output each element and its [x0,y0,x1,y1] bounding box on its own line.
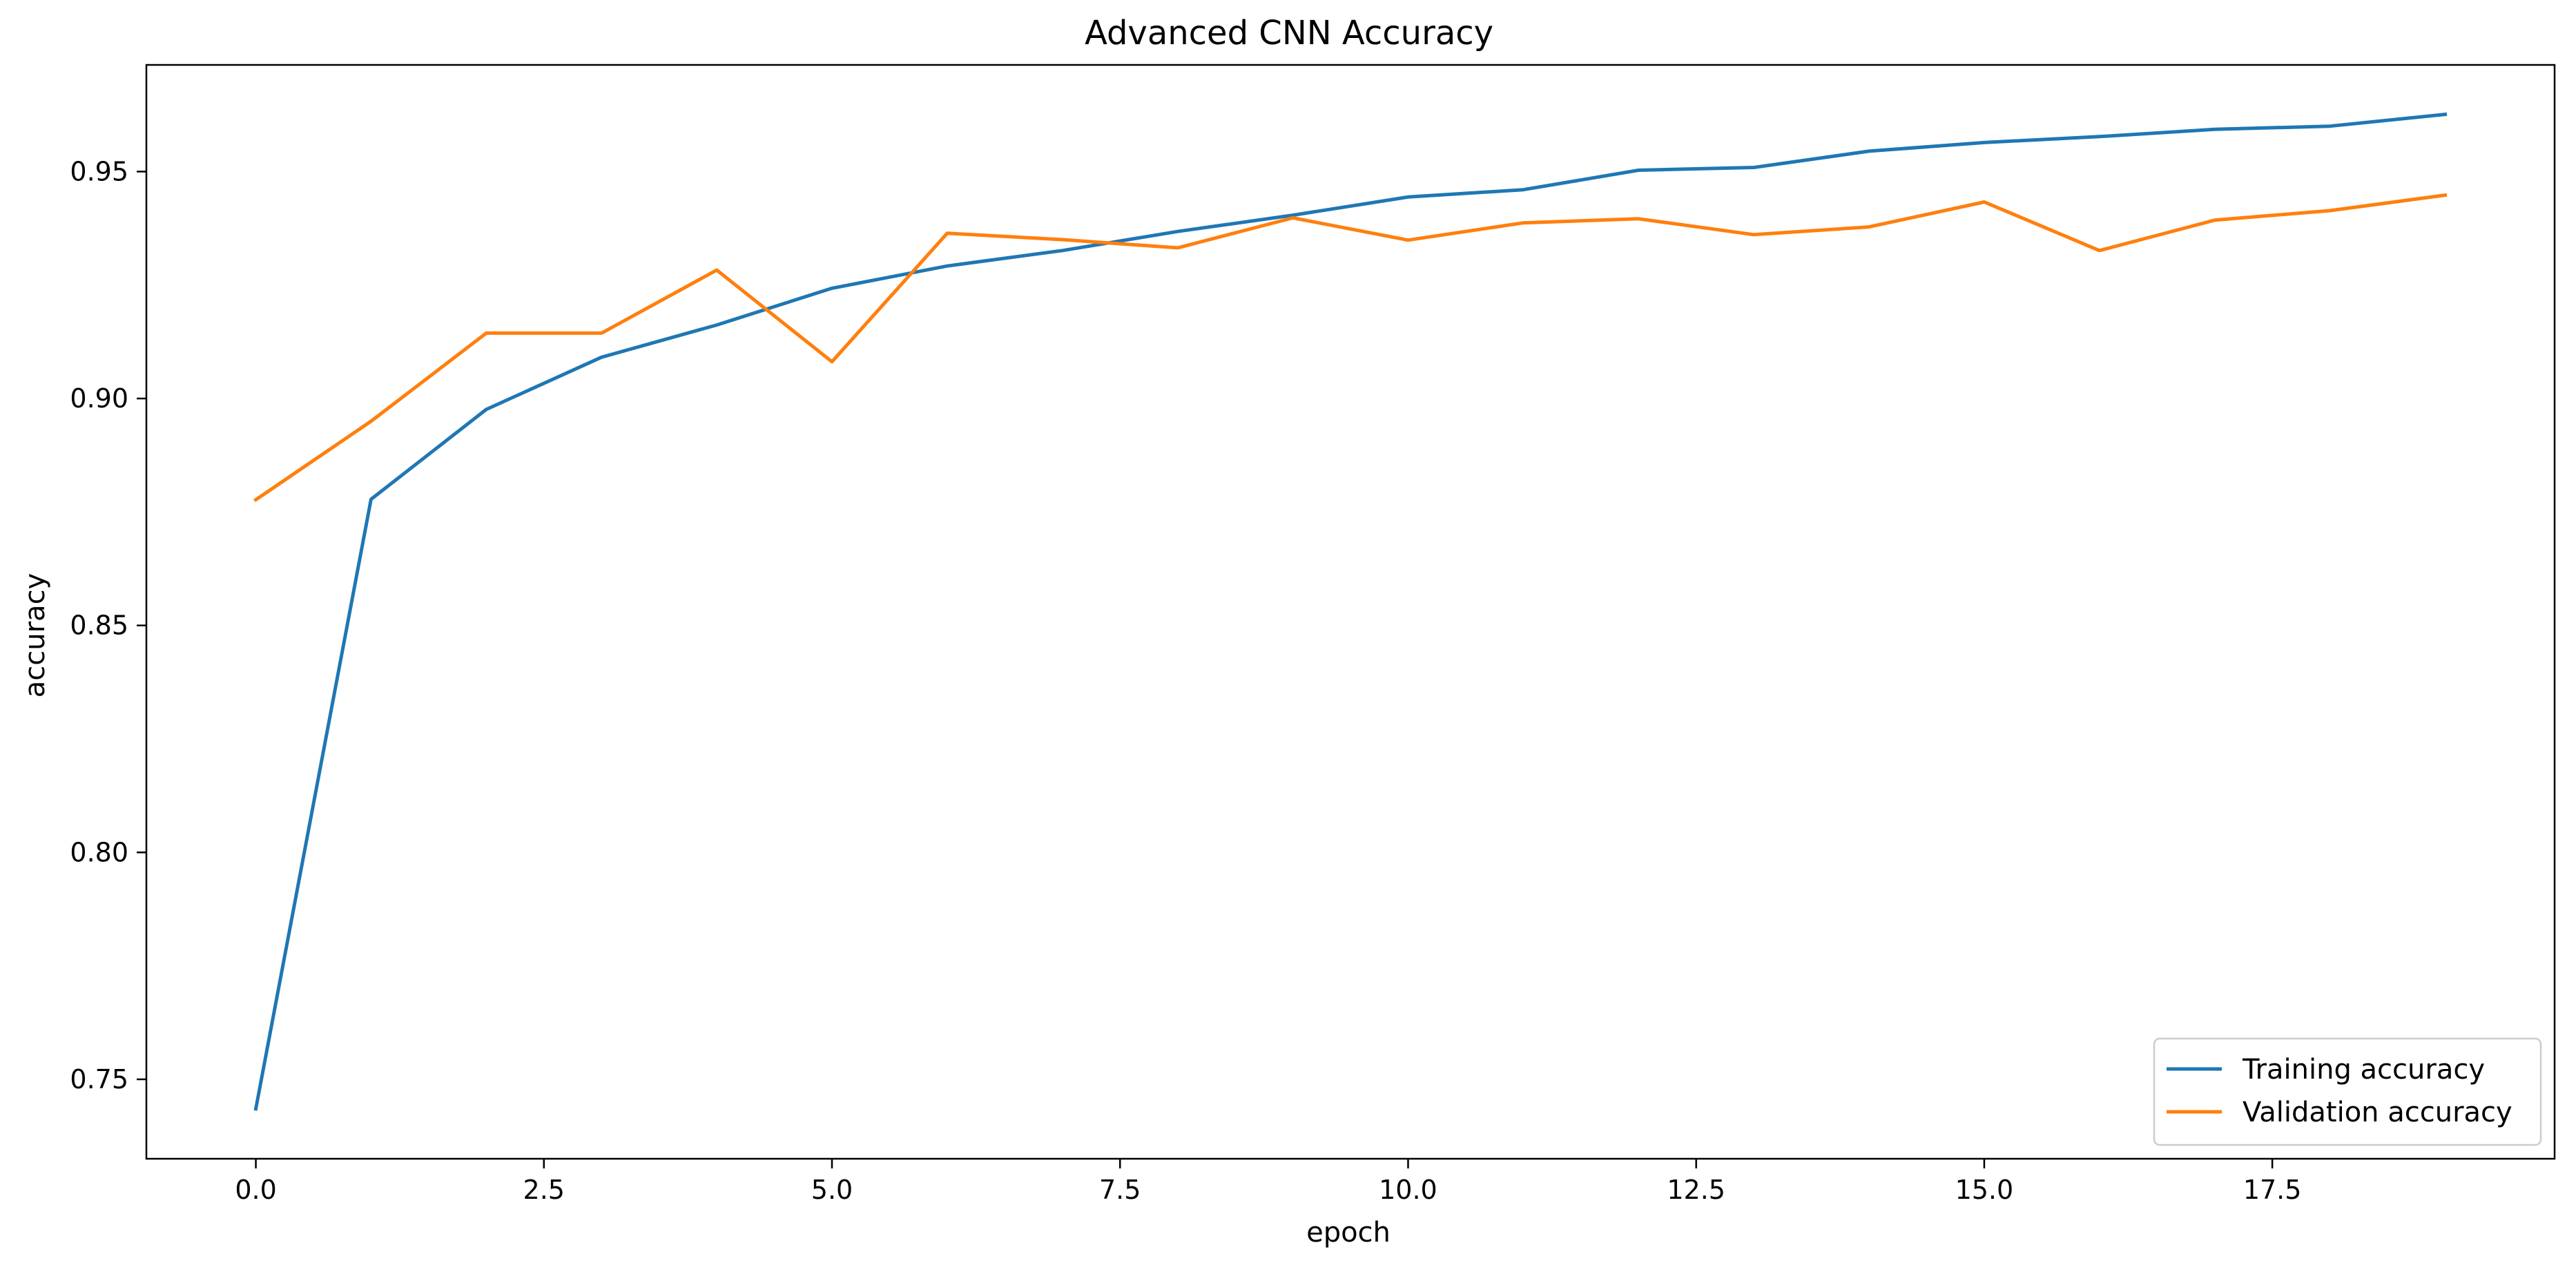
data-point [830,360,833,363]
x-tick-label: 15.0 [1955,1175,2014,1205]
y-tick-label: 0.80 [70,837,128,867]
data-point [2443,193,2447,197]
data-point [1291,216,1295,220]
x-axis-ticks: 0.0 2.5 5.0 7.5 10.0 12.5 15.0 17.5 [235,1159,2301,1205]
data-point [945,264,949,268]
data-point [1522,188,1525,191]
data-point [1637,217,1640,220]
data-point [1982,200,1986,204]
data-point [830,287,833,290]
data-point [600,356,603,359]
data-point [1176,246,1179,249]
x-tick-label: 2.5 [523,1175,565,1205]
series-layer [253,112,2448,1111]
series-line-validation [253,193,2448,503]
x-tick-label: 7.5 [1099,1175,1141,1205]
y-tick-label: 0.85 [70,610,128,641]
legend-box [2153,1037,2542,1146]
data-point [254,498,258,501]
y-tick-label: 0.95 [70,156,128,186]
chart-title: Advanced CNN Accuracy [1085,14,1493,52]
data-point [485,331,488,335]
y-axis-label: accuracy [19,573,51,697]
data-point [485,407,488,411]
data-point [369,419,373,423]
x-tick-label: 12.5 [1667,1175,1725,1205]
x-axis-label: epoch [1306,1217,1391,1249]
data-point [1868,149,1871,153]
data-point [600,331,603,335]
data-point [1637,168,1640,172]
data-point [1982,141,1986,144]
data-point [254,1107,258,1110]
x-tick-label: 0.0 [235,1175,276,1205]
data-point [2328,124,2332,128]
legend: Training accuracy Validation accuracy [2153,1037,2542,1146]
data-point [2213,128,2216,131]
data-point [715,323,719,327]
series-line-training [253,112,2448,1111]
x-tick-label: 5.0 [811,1175,853,1205]
data-point [1061,249,1064,252]
x-tick-label: 17.5 [2243,1175,2302,1205]
data-point [1406,238,1410,242]
legend-label: Training accuracy [2242,1054,2485,1086]
data-point [1752,233,1756,236]
data-point [1752,166,1756,169]
data-point [2098,135,2101,138]
data-point [369,497,373,501]
data-point [1406,195,1410,199]
y-tick-label: 0.75 [70,1064,128,1095]
legend-label: Validation accuracy [2243,1097,2512,1128]
data-point [1061,238,1064,242]
data-point [2213,218,2216,222]
data-point [2328,209,2332,212]
plot-frame [145,64,2556,1160]
data-point [715,269,719,272]
data-point [1176,230,1179,233]
y-tick-label: 0.90 [70,383,128,414]
data-point [945,231,949,235]
data-point [1868,225,1871,229]
y-axis-ticks: 0.75 0.80 0.85 0.90 0.95 [70,156,146,1095]
data-point [1522,221,1525,224]
x-tick-label: 10.0 [1379,1175,1437,1205]
data-point [2098,249,2101,252]
data-point [2443,113,2447,116]
